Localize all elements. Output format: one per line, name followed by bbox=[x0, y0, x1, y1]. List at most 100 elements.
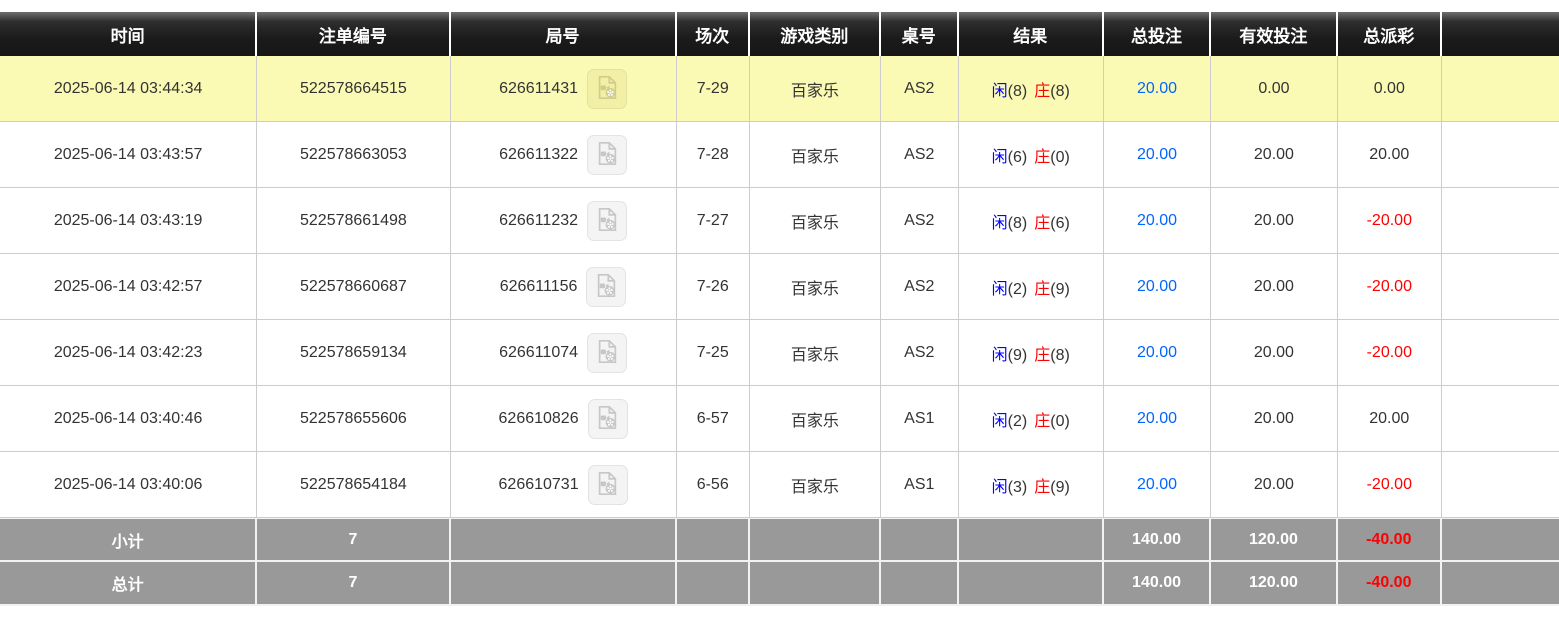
total-payout-cell: -20.00 bbox=[1337, 452, 1442, 518]
total-payout-cell: 20.00 bbox=[1337, 122, 1442, 188]
grand-total-label: 总计 bbox=[0, 562, 258, 606]
table-no-cell: AS2 bbox=[880, 188, 959, 254]
game-type-cell: 百家乐 bbox=[749, 188, 881, 254]
col-header-valid-bet: 有效投注 bbox=[1211, 12, 1338, 56]
bet-id-cell: 522578661498 bbox=[257, 188, 451, 254]
grand-total-total-payout: -40.00 bbox=[1337, 562, 1442, 606]
total-bet-cell: 20.00 bbox=[1103, 254, 1212, 320]
table-footer: 小计 7 140.00 120.00 -40.00 总计 7 bbox=[0, 518, 1559, 606]
session-cell: 7-28 bbox=[676, 122, 750, 188]
player-result-score: (2) bbox=[1007, 412, 1028, 430]
round-number: 626611232 bbox=[499, 211, 579, 229]
result-cell: 闲(8) 庄(6) bbox=[958, 188, 1104, 254]
round-number: 626610731 bbox=[498, 475, 579, 493]
total-bet-cell: 20.00 bbox=[1103, 56, 1212, 122]
bet-id-cell: 522578655606 bbox=[257, 386, 451, 452]
total-payout-cell: 20.00 bbox=[1337, 386, 1442, 452]
round-number: 626610826 bbox=[498, 409, 579, 427]
table-header: 时间 注单编号 局号 场次 游戏类别 桌号 结果 总投注 有效投注 总派彩 bbox=[0, 12, 1559, 56]
video-replay-button[interactable] bbox=[586, 266, 627, 307]
video-replay-button[interactable] bbox=[587, 134, 628, 175]
bet-history-table: 时间 注单编号 局号 场次 游戏类别 桌号 结果 总投注 有效投注 总派彩 20… bbox=[0, 12, 1559, 606]
player-result-score: (8) bbox=[1007, 214, 1028, 232]
player-result-label: 闲 bbox=[991, 148, 1008, 166]
player-result-score: (2) bbox=[1007, 280, 1028, 298]
video-file-icon bbox=[594, 140, 621, 170]
table-row: 2025-06-14 03:44:34 522578664515 6266114… bbox=[0, 56, 1559, 122]
valid-bet-cell: 20.00 bbox=[1211, 386, 1338, 452]
game-type-cell: 百家乐 bbox=[749, 122, 881, 188]
bet-id-cell: 522578654184 bbox=[257, 452, 451, 518]
time-cell: 2025-06-14 03:42:23 bbox=[0, 320, 258, 386]
valid-bet-cell: 20.00 bbox=[1211, 122, 1338, 188]
video-replay-button[interactable] bbox=[587, 464, 628, 505]
video-replay-button[interactable] bbox=[587, 68, 628, 109]
session-cell: 7-27 bbox=[676, 188, 750, 254]
round-cell: 626610826 bbox=[450, 386, 677, 452]
banker-result-score: (8) bbox=[1050, 346, 1070, 364]
subtotal-total-bet: 140.00 bbox=[1103, 518, 1212, 562]
table-row: 2025-06-14 03:43:19 522578661498 6266112… bbox=[0, 188, 1559, 254]
valid-bet-cell: 20.00 bbox=[1211, 452, 1338, 518]
blank-cell bbox=[1442, 56, 1559, 122]
blank-cell bbox=[1442, 386, 1559, 452]
result-cell: 闲(6) 庄(0) bbox=[958, 122, 1104, 188]
banker-result-label: 庄 bbox=[1034, 280, 1051, 298]
subtotal-row: 小计 7 140.00 120.00 -40.00 bbox=[0, 518, 1559, 562]
session-cell: 7-25 bbox=[676, 320, 750, 386]
game-type-cell: 百家乐 bbox=[749, 56, 881, 122]
video-file-icon bbox=[594, 74, 621, 104]
total-bet-cell: 20.00 bbox=[1103, 452, 1212, 518]
time-cell: 2025-06-14 03:42:57 bbox=[0, 254, 258, 320]
banker-result-score: (8) bbox=[1050, 82, 1070, 100]
round-cell: 626611232 bbox=[450, 188, 677, 254]
round-cell: 626611074 bbox=[450, 320, 677, 386]
grand-total-total-bet: 140.00 bbox=[1103, 562, 1212, 606]
col-header-result: 结果 bbox=[958, 12, 1104, 56]
round-number: 626611322 bbox=[499, 145, 579, 163]
blank-cell bbox=[1442, 122, 1559, 188]
banker-result-score: (9) bbox=[1050, 478, 1070, 496]
valid-bet-cell: 20.00 bbox=[1211, 188, 1338, 254]
bet-id-cell: 522578660687 bbox=[257, 254, 451, 320]
result-cell: 闲(2) 庄(0) bbox=[958, 386, 1104, 452]
round-cell: 626611322 bbox=[450, 122, 677, 188]
player-result-score: (6) bbox=[1007, 148, 1028, 166]
table-no-cell: AS2 bbox=[880, 56, 959, 122]
total-payout-cell: 0.00 bbox=[1337, 56, 1442, 122]
bet-id-cell: 522578664515 bbox=[257, 56, 451, 122]
banker-result-label: 庄 bbox=[1034, 412, 1051, 430]
table-body: 2025-06-14 03:44:34 522578664515 6266114… bbox=[0, 56, 1559, 518]
time-cell: 2025-06-14 03:40:46 bbox=[0, 386, 258, 452]
col-header-bet-id: 注单编号 bbox=[257, 12, 451, 56]
col-header-round: 局号 bbox=[450, 12, 677, 56]
blank-cell bbox=[1442, 320, 1559, 386]
video-file-icon bbox=[594, 470, 621, 500]
round-number: 626611156 bbox=[499, 277, 578, 295]
banker-result-label: 庄 bbox=[1034, 148, 1051, 166]
player-result-score: (8) bbox=[1007, 82, 1028, 100]
session-cell: 6-56 bbox=[676, 452, 750, 518]
time-cell: 2025-06-14 03:44:34 bbox=[0, 56, 258, 122]
total-payout-cell: -20.00 bbox=[1337, 254, 1442, 320]
grand-total-row: 总计 7 140.00 120.00 -40.00 bbox=[0, 562, 1559, 606]
player-result-score: (9) bbox=[1007, 346, 1028, 364]
table-no-cell: AS1 bbox=[880, 386, 959, 452]
total-payout-cell: -20.00 bbox=[1337, 320, 1442, 386]
game-type-cell: 百家乐 bbox=[749, 320, 881, 386]
video-replay-button[interactable] bbox=[587, 398, 628, 439]
subtotal-total-payout: -40.00 bbox=[1337, 518, 1442, 562]
banker-result-score: (6) bbox=[1050, 214, 1070, 232]
grand-total-valid-bet: 120.00 bbox=[1211, 562, 1338, 606]
player-result-label: 闲 bbox=[991, 346, 1008, 364]
banker-result-label: 庄 bbox=[1034, 346, 1051, 364]
col-header-table-no: 桌号 bbox=[880, 12, 959, 56]
video-replay-button[interactable] bbox=[587, 200, 628, 241]
result-cell: 闲(9) 庄(8) bbox=[958, 320, 1104, 386]
banker-result-label: 庄 bbox=[1034, 478, 1051, 496]
result-cell: 闲(3) 庄(9) bbox=[958, 452, 1104, 518]
blank-cell bbox=[1442, 254, 1559, 320]
subtotal-label: 小计 bbox=[0, 518, 258, 562]
video-replay-button[interactable] bbox=[587, 332, 628, 373]
table-no-cell: AS2 bbox=[880, 122, 959, 188]
